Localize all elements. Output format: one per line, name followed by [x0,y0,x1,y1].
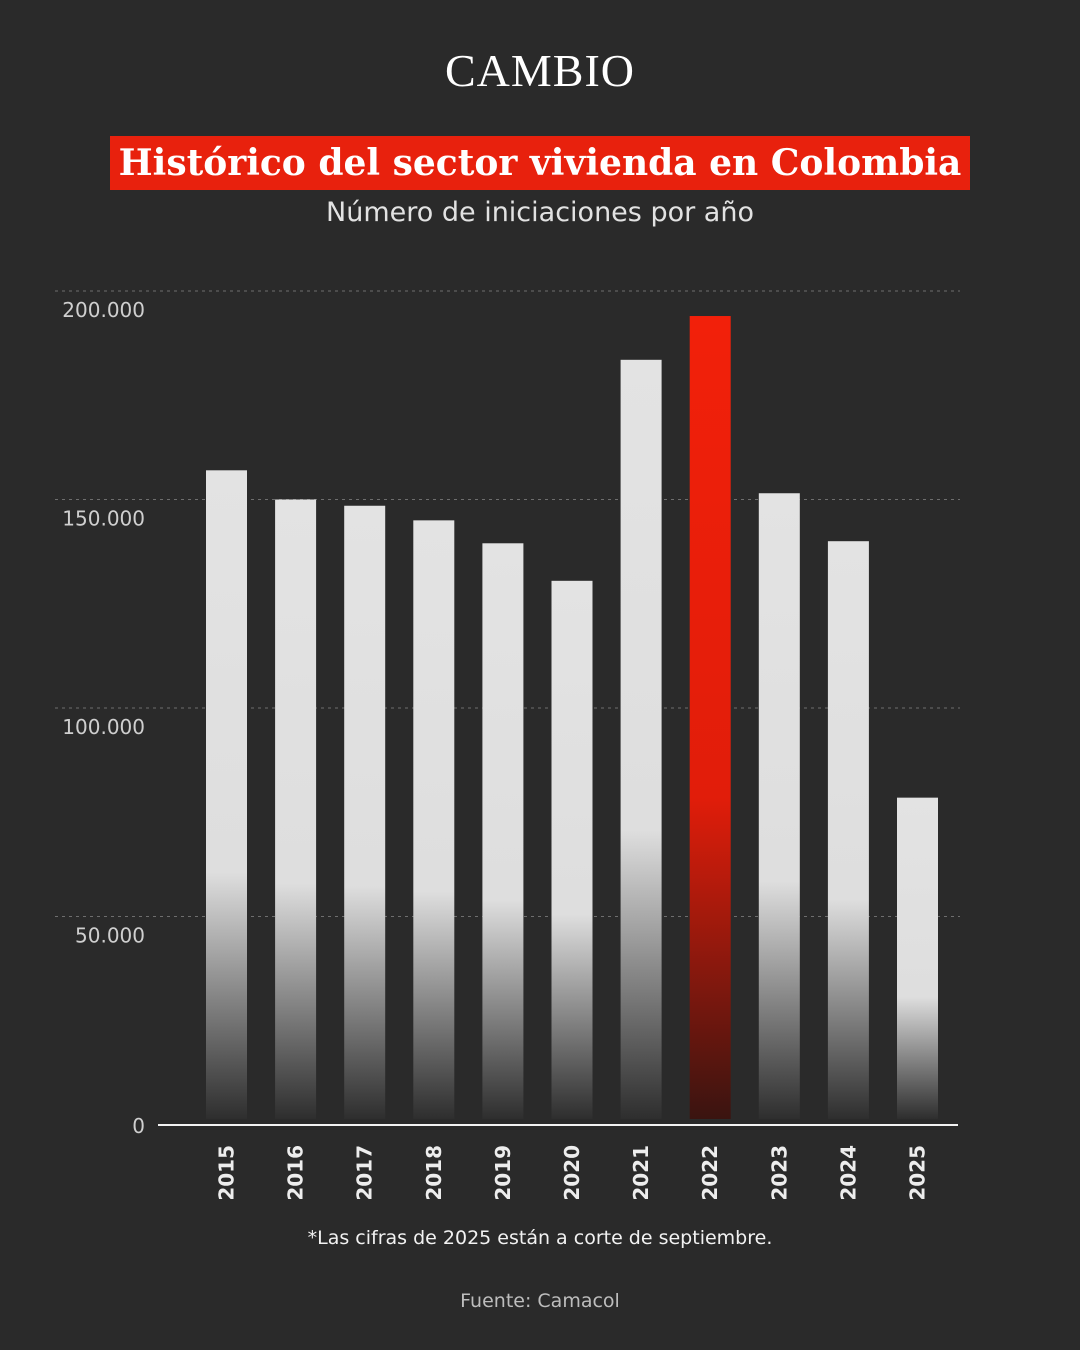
x-tick-label: 2015 [215,1145,239,1201]
bar-2018 [413,520,455,1119]
bar-2024 [827,541,869,1119]
title-banner: Histórico del sector vivienda en Colombi… [110,136,970,190]
y-tick-label: 100.000 [62,715,145,739]
bar-2019 [482,543,524,1119]
chart-title: Histórico del sector vivienda en Colombi… [118,142,962,184]
x-tick-label: 2017 [353,1145,377,1201]
source-credit: Fuente: Camacol [460,1290,620,1312]
bar-2017 [344,505,386,1119]
footnote: *Las cifras de 2025 están a corte de sep… [307,1227,773,1249]
bar-2023 [758,493,800,1119]
x-tick-label: 2016 [284,1145,308,1201]
y-tick-label: 0 [132,1114,145,1138]
bar-2020 [551,580,593,1119]
bar-2025 [897,797,938,1119]
y-tick-label: 50.000 [75,924,145,948]
bar-2021 [620,359,662,1119]
chart-subtitle: Número de iniciaciones por año [326,197,754,228]
bar-2016 [275,499,317,1119]
x-tick-label: 2023 [767,1145,791,1201]
x-tick-label: 2021 [629,1145,653,1201]
brand-logo: CAMBIO [444,45,636,96]
x-tick-label: 2018 [422,1145,446,1201]
bar-2015 [206,470,247,1119]
x-tick-label: 2020 [560,1145,584,1201]
y-tick-label: 200.000 [62,298,145,322]
y-tick-label: 150.000 [62,507,145,531]
x-tick-label: 2025 [906,1145,930,1201]
x-tick-label: 2024 [836,1145,860,1201]
x-tick-label: 2022 [698,1145,722,1201]
bar-chart: 0 50.000 100.000 150.000 200.000 2015 2016 2017… [55,290,960,1201]
x-tick-label: 2019 [491,1145,515,1201]
bar-2022 [689,316,731,1119]
